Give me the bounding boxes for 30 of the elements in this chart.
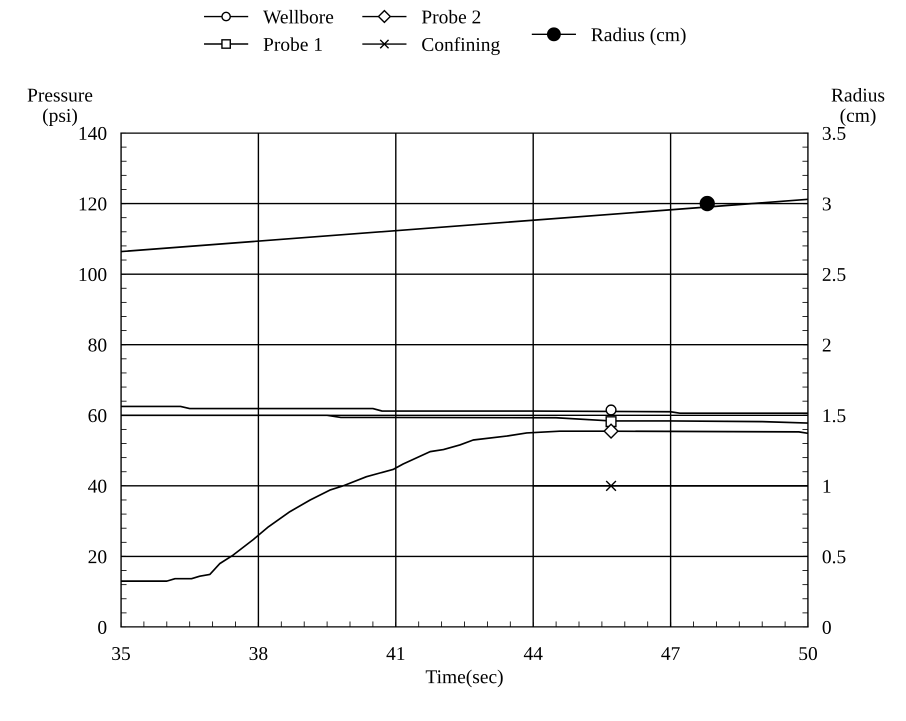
legend-label: Confining [422, 37, 500, 56]
x-tick-label: 35 [112, 647, 130, 660]
x-tick-label: 38 [250, 647, 268, 660]
y-tick-label: 20 [88, 550, 106, 564]
legend-label: Probe 2 [422, 10, 480, 24]
x-tick-label: 41 [386, 647, 404, 660]
x-tick-label: 50 [799, 647, 817, 660]
y2-tick-label: 0.5 [822, 550, 846, 564]
y2-axis-title: Radius (cm) [832, 88, 884, 126]
x-axis-title: Time(sec) [426, 670, 503, 688]
y2-tick-label: 2 [822, 338, 831, 352]
y-axis-title: Pressure (psi) [28, 88, 92, 126]
y2-tick-label: 1.5 [824, 409, 846, 422]
y2-tick-label: 2.5 [822, 268, 846, 282]
y-tick-label: 0 [98, 620, 106, 634]
y-tick-label: 60 [88, 409, 106, 422]
y-tick-label: 140 [80, 126, 106, 140]
y-tick-label: 80 [88, 338, 106, 352]
x-tick-label: 47 [661, 647, 680, 660]
y2-tick-label: 0 [822, 620, 831, 634]
legend-label: Radius (cm) [591, 28, 686, 46]
y2-tick-label: 3 [822, 197, 831, 211]
y2-tick-label: 1 [824, 480, 830, 493]
y2-tick-label: 3.5 [822, 126, 846, 140]
x-tick-label: 44 [524, 647, 543, 660]
y-tick-label: 100 [80, 268, 106, 282]
legend-label: Probe 1 [264, 37, 322, 51]
legend-label: Wellbore [263, 10, 334, 24]
y-tick-label: 120 [80, 197, 106, 211]
y-tick-label: 40 [88, 480, 106, 493]
